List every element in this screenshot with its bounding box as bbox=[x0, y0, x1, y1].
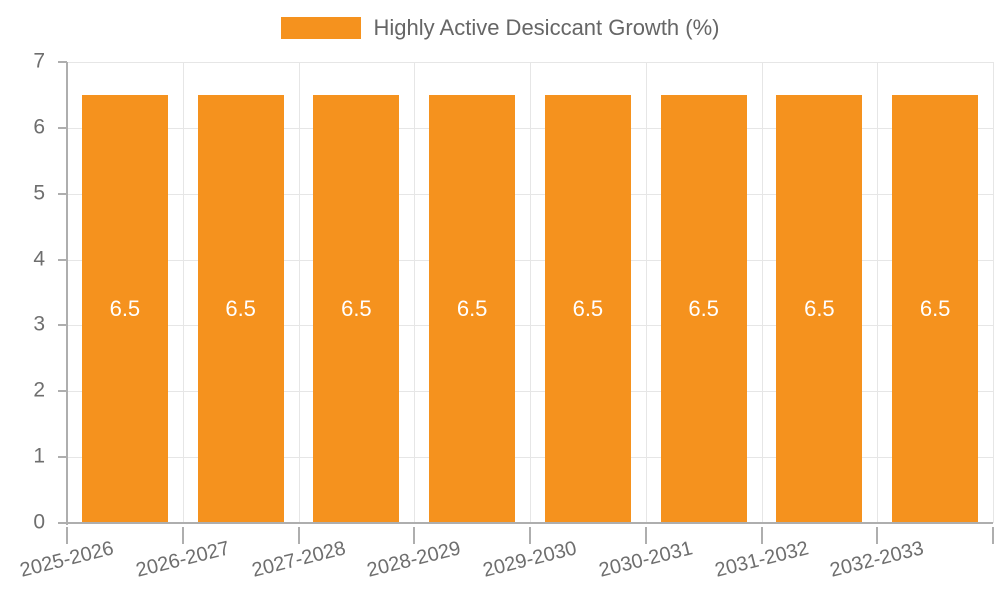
bar-value-label: 6.5 bbox=[109, 295, 141, 321]
bar[interactable]: 6.5 bbox=[429, 94, 516, 523]
legend[interactable]: Highly Active Desiccant Growth (%) bbox=[0, 0, 1000, 56]
bar[interactable]: 6.5 bbox=[776, 94, 863, 523]
y-axis-tick bbox=[58, 192, 67, 195]
x-gridline bbox=[414, 62, 416, 523]
bar-value-label: 6.5 bbox=[456, 295, 488, 321]
x-axis-category-label: 2027-2028 bbox=[249, 537, 348, 582]
bar-value-label: 6.5 bbox=[572, 295, 604, 321]
x-axis-tick bbox=[992, 527, 994, 544]
x-axis-category-label: 2028-2029 bbox=[365, 537, 464, 582]
plot-area: 0 1 2 3 4 5 6 7 6.5 6.5 6.5 6.5 6.5 6.5 6.5 6.5 2025-202… bbox=[18, 50, 994, 582]
x-gridline bbox=[761, 62, 763, 523]
x-axis-category-label: 2032-2033 bbox=[828, 537, 927, 582]
x-gridline bbox=[993, 62, 994, 523]
x-gridline bbox=[877, 62, 879, 523]
bar[interactable]: 6.5 bbox=[660, 94, 747, 523]
x-axis-line bbox=[66, 522, 993, 524]
bar-value-label: 6.5 bbox=[688, 295, 719, 321]
x-axis-category-label: 2026-2027 bbox=[133, 537, 232, 582]
y-axis-line bbox=[66, 62, 68, 525]
y-axis-tick bbox=[58, 324, 67, 327]
bar[interactable]: 6.5 bbox=[313, 94, 400, 523]
x-gridline bbox=[645, 62, 647, 523]
y-axis-tick bbox=[58, 390, 67, 393]
x-axis-tick bbox=[297, 527, 300, 544]
y-axis-tick bbox=[58, 258, 67, 261]
y-axis-tick-label: 4 bbox=[33, 247, 45, 271]
y-axis-tick bbox=[58, 126, 67, 129]
y-axis-tick-label: 0 bbox=[33, 510, 45, 534]
x-axis-category-label: 2029-2030 bbox=[480, 537, 579, 582]
x-gridline bbox=[298, 62, 300, 523]
y-axis-tick-label: 3 bbox=[33, 312, 45, 336]
x-axis-category-label: 2031-2032 bbox=[712, 537, 811, 582]
bar[interactable]: 6.5 bbox=[544, 94, 631, 523]
bar-value-label: 6.5 bbox=[804, 295, 835, 321]
y-axis-tick-label: 7 bbox=[33, 49, 45, 73]
y-axis-tick bbox=[58, 522, 67, 524]
y-axis-tick-label: 5 bbox=[33, 181, 45, 205]
x-axis-tick bbox=[876, 527, 879, 544]
x-axis-category-label: 2025-2026 bbox=[17, 537, 116, 582]
x-axis-tick bbox=[529, 527, 531, 544]
x-axis-tick bbox=[413, 527, 416, 544]
legend-label[interactable]: Highly Active Desiccant Growth (%) bbox=[373, 15, 720, 40]
bar[interactable]: 6.5 bbox=[81, 94, 168, 523]
y-axis-tick-label: 1 bbox=[33, 444, 45, 468]
bar[interactable]: 6.5 bbox=[892, 94, 979, 523]
bar-value-label: 6.5 bbox=[225, 295, 256, 321]
y-axis-tick-label: 2 bbox=[33, 378, 45, 402]
y-axis-tick bbox=[58, 61, 67, 63]
x-axis-tick bbox=[66, 527, 68, 544]
x-axis-tick bbox=[644, 527, 647, 544]
x-gridline bbox=[530, 62, 531, 523]
x-axis-category-label: 2030-2031 bbox=[596, 537, 695, 582]
legend-swatch[interactable] bbox=[280, 17, 361, 39]
bar-value-label: 6.5 bbox=[341, 295, 372, 321]
x-gridline bbox=[182, 62, 184, 523]
y-axis-tick bbox=[58, 456, 67, 459]
y-axis-tick-label: 6 bbox=[33, 115, 45, 139]
x-axis-tick bbox=[760, 527, 763, 544]
bar-value-label: 6.5 bbox=[919, 295, 951, 321]
bar[interactable]: 6.5 bbox=[197, 94, 284, 523]
x-axis-tick bbox=[181, 527, 184, 544]
